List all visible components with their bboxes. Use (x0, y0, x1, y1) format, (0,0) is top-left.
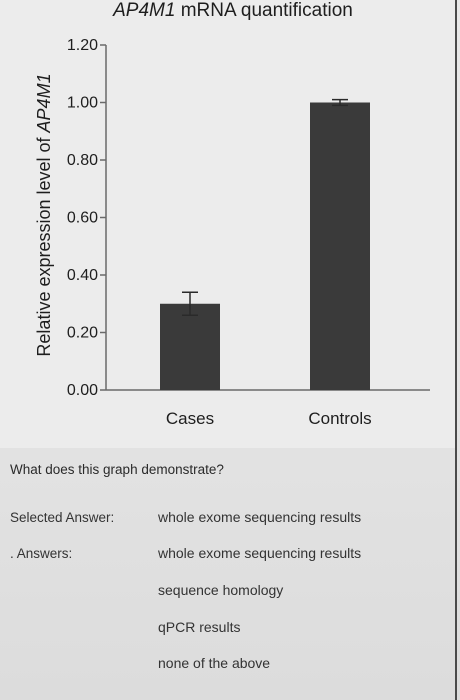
chart-title-rest: mRNA quantification (175, 0, 352, 21)
bar-controls (310, 102, 370, 390)
y-axis-title-text: Relative expression level of (34, 132, 54, 356)
answer-option[interactable]: none of the above (158, 655, 271, 671)
bar-cases (160, 303, 220, 390)
quiz-panel: What does this graph demonstrate? Select… (0, 450, 455, 700)
chart-title-gene: AP4M1 (112, 0, 175, 21)
answer-option[interactable]: whole exome sequencing results (158, 545, 362, 561)
y-tick-label: 0.00 (67, 382, 98, 399)
y-tick-label: 0.60 (67, 210, 98, 227)
chart-title: AP4M1 mRNA quantification (112, 0, 353, 21)
y-tick-label: 0.20 (67, 325, 98, 342)
y-tick-label: 1.00 (67, 95, 98, 112)
y-axis-title-gene: AP4M1 (34, 73, 54, 133)
error-bars (182, 98, 348, 316)
question-text: What does this graph demonstrate? (10, 462, 224, 477)
y-tick-label: 0.40 (67, 267, 98, 284)
y-axis-title: Relative expression level of AP4M1 (34, 73, 54, 356)
selected-answer-value: whole exome sequencing results (158, 509, 362, 525)
bar-chart: AP4M1 mRNA quantification Relative expre… (34, 0, 430, 428)
category-labels: Cases Controls (166, 409, 372, 428)
bars (160, 102, 370, 390)
category-label: Controls (308, 409, 371, 428)
chart-panel: AP4M1 mRNA quantification Relative expre… (0, 0, 456, 448)
y-ticks: 0.00 0.20 0.40 0.60 0.80 1.00 1.20 (67, 37, 106, 399)
answers-label: . Answers: (10, 546, 73, 561)
page-border (455, 0, 457, 700)
axes (105, 45, 430, 391)
answer-option[interactable]: sequence homology (158, 582, 284, 598)
selected-answer-label: Selected Answer: (10, 510, 115, 525)
answer-option[interactable]: qPCR results (158, 619, 241, 635)
y-tick-label: 0.80 (67, 152, 98, 169)
y-tick-label: 1.20 (67, 37, 98, 54)
category-label: Cases (166, 409, 214, 428)
